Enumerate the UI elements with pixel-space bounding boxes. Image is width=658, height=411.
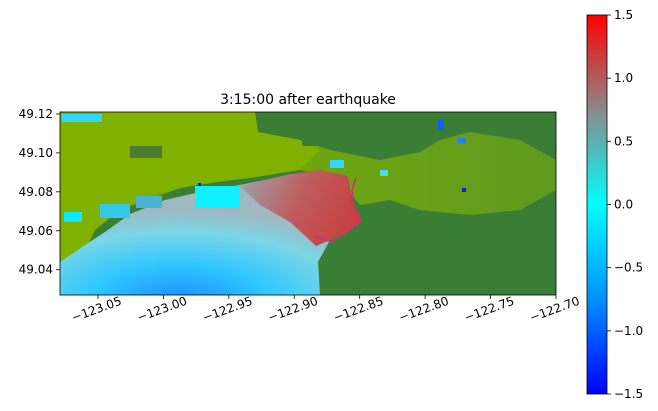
surge-region bbox=[240, 170, 362, 246]
colorbar-tick-label: −1.5 bbox=[614, 387, 643, 401]
blue-speckle bbox=[438, 120, 444, 130]
flooded-lowland-west bbox=[60, 112, 320, 275]
y-tick-label: 49.12 bbox=[19, 107, 53, 121]
axes-frame bbox=[59, 111, 557, 296]
dark-patch bbox=[130, 146, 162, 158]
cyan-patch bbox=[136, 196, 162, 208]
blue-speckle bbox=[462, 188, 466, 192]
x-tick-label: −122.95 bbox=[201, 294, 255, 325]
colorbar-tick-label: −1.0 bbox=[614, 324, 643, 338]
colorbar-tick-label: 1.0 bbox=[614, 71, 633, 85]
cyan-patch bbox=[62, 114, 102, 122]
colorbar bbox=[586, 14, 608, 395]
x-tick-label: −123.00 bbox=[135, 294, 189, 325]
x-tick-label: −122.80 bbox=[397, 294, 451, 325]
coastline-edge bbox=[313, 177, 361, 243]
x-axis: −123.05 −123.00 −122.95 −122.90 −122.85 −122.… bbox=[70, 294, 582, 325]
y-axis: 49.04 49.06 49.08 49.10 49.12 bbox=[19, 107, 60, 277]
colorbar-tick-label: 1.5 bbox=[614, 8, 633, 22]
y-tick-label: 49.08 bbox=[19, 185, 53, 199]
colorbar-tick-label: 0.5 bbox=[614, 134, 633, 148]
y-tick-label: 49.04 bbox=[19, 263, 53, 277]
blue-speckle bbox=[198, 183, 201, 186]
x-tick-label: −122.90 bbox=[266, 294, 320, 325]
colorbar-tick-label: −0.5 bbox=[614, 261, 643, 275]
cyan-patch bbox=[64, 212, 82, 222]
y-tick-label: 49.10 bbox=[19, 146, 53, 160]
x-tick-label: −122.85 bbox=[331, 294, 385, 325]
x-tick-label: −123.05 bbox=[70, 294, 124, 325]
chart-title: 3:15:00 after earthquake bbox=[220, 92, 396, 108]
cyan-patch bbox=[195, 186, 240, 208]
blue-speckle bbox=[458, 138, 466, 143]
colorbar-axis: 1.5 1.0 0.5 0.0 −0.5 −1.0 −1.5 bbox=[607, 8, 643, 401]
colorbar-tick-label: 0.0 bbox=[614, 198, 633, 212]
cyan-patch bbox=[100, 204, 130, 218]
heatmap-image bbox=[60, 112, 556, 295]
cyan-patch bbox=[330, 160, 344, 168]
y-tick-label: 49.06 bbox=[19, 224, 53, 238]
cyan-patch bbox=[380, 170, 388, 176]
dark-patch bbox=[302, 138, 330, 146]
x-tick-label: −122.70 bbox=[528, 294, 582, 325]
x-tick-label: −122.75 bbox=[462, 294, 516, 325]
